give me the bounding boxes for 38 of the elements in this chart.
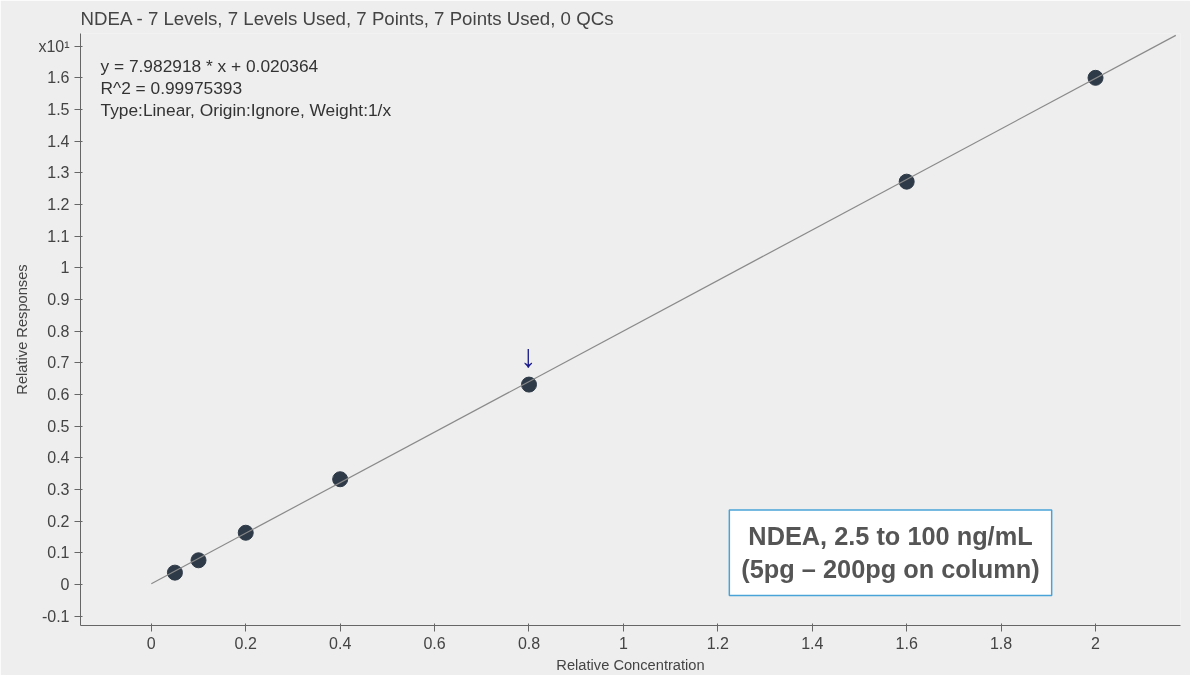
y-tick-label: 0.5: [47, 417, 70, 435]
chart-title: NDEA - 7 Levels, 7 Levels Used, 7 Points, 7 Points Used, 0 QCs: [80, 7, 614, 29]
y-tick-label: 0: [60, 575, 70, 593]
x-tick-label: 0.4: [329, 634, 352, 652]
x-tick-label: 1.2: [706, 634, 730, 652]
y-tick-label: 0.9: [47, 290, 70, 308]
y-tick-label: 1.6: [47, 69, 70, 87]
y-tick-label: 1.4: [47, 132, 70, 150]
x-tick-label: 1.4: [801, 634, 824, 652]
annotation: Type:Linear, Origin:Ignore, Weight:1/x: [100, 99, 392, 120]
x-tick-label: 2: [1091, 634, 1101, 652]
annotation: R^2 = 0.99975393: [100, 77, 243, 98]
annotation: NDEA, 2.5 to 100 ng/mL (5pg – 200pg on column): [741, 521, 1040, 584]
y-tick-label: 0.7: [47, 354, 70, 372]
y-tick-label: 1.5: [47, 100, 70, 118]
y-tick-label: 1.2: [47, 195, 70, 213]
y-tick-label: -0.1: [41, 607, 70, 625]
y-tick-label: 0.2: [47, 512, 70, 530]
y-tick-label: x10¹: [38, 37, 70, 55]
x-tick-label: 1.6: [895, 634, 918, 652]
x-tick-label: 0: [146, 634, 156, 652]
x-tick-label: 0.2: [234, 634, 257, 652]
annotation: ↓: [520, 337, 537, 374]
y-tick-label: 1.1: [47, 227, 70, 245]
x-tick-label: 0.6: [423, 634, 446, 652]
y-tick-label: 1.3: [47, 164, 70, 182]
x-tick-label: 1: [618, 634, 628, 652]
y-tick-label: 0.3: [47, 480, 70, 498]
y-axis-title: Relative Responses: [14, 264, 31, 395]
y-tick-label: 0.4: [47, 449, 70, 467]
y-tick-label: 1: [60, 259, 70, 277]
x-tick-label: 0.8: [517, 634, 541, 652]
x-axis-title: Relative Concentration: [556, 656, 705, 673]
y-tick-label: 0.8: [47, 322, 70, 340]
x-tick-label: 1.8: [989, 634, 1013, 652]
annotation: y = 7.982918 * x + 0.020364: [100, 55, 319, 76]
y-tick-label: 0.6: [47, 385, 70, 403]
y-tick-label: 0.1: [47, 544, 70, 562]
